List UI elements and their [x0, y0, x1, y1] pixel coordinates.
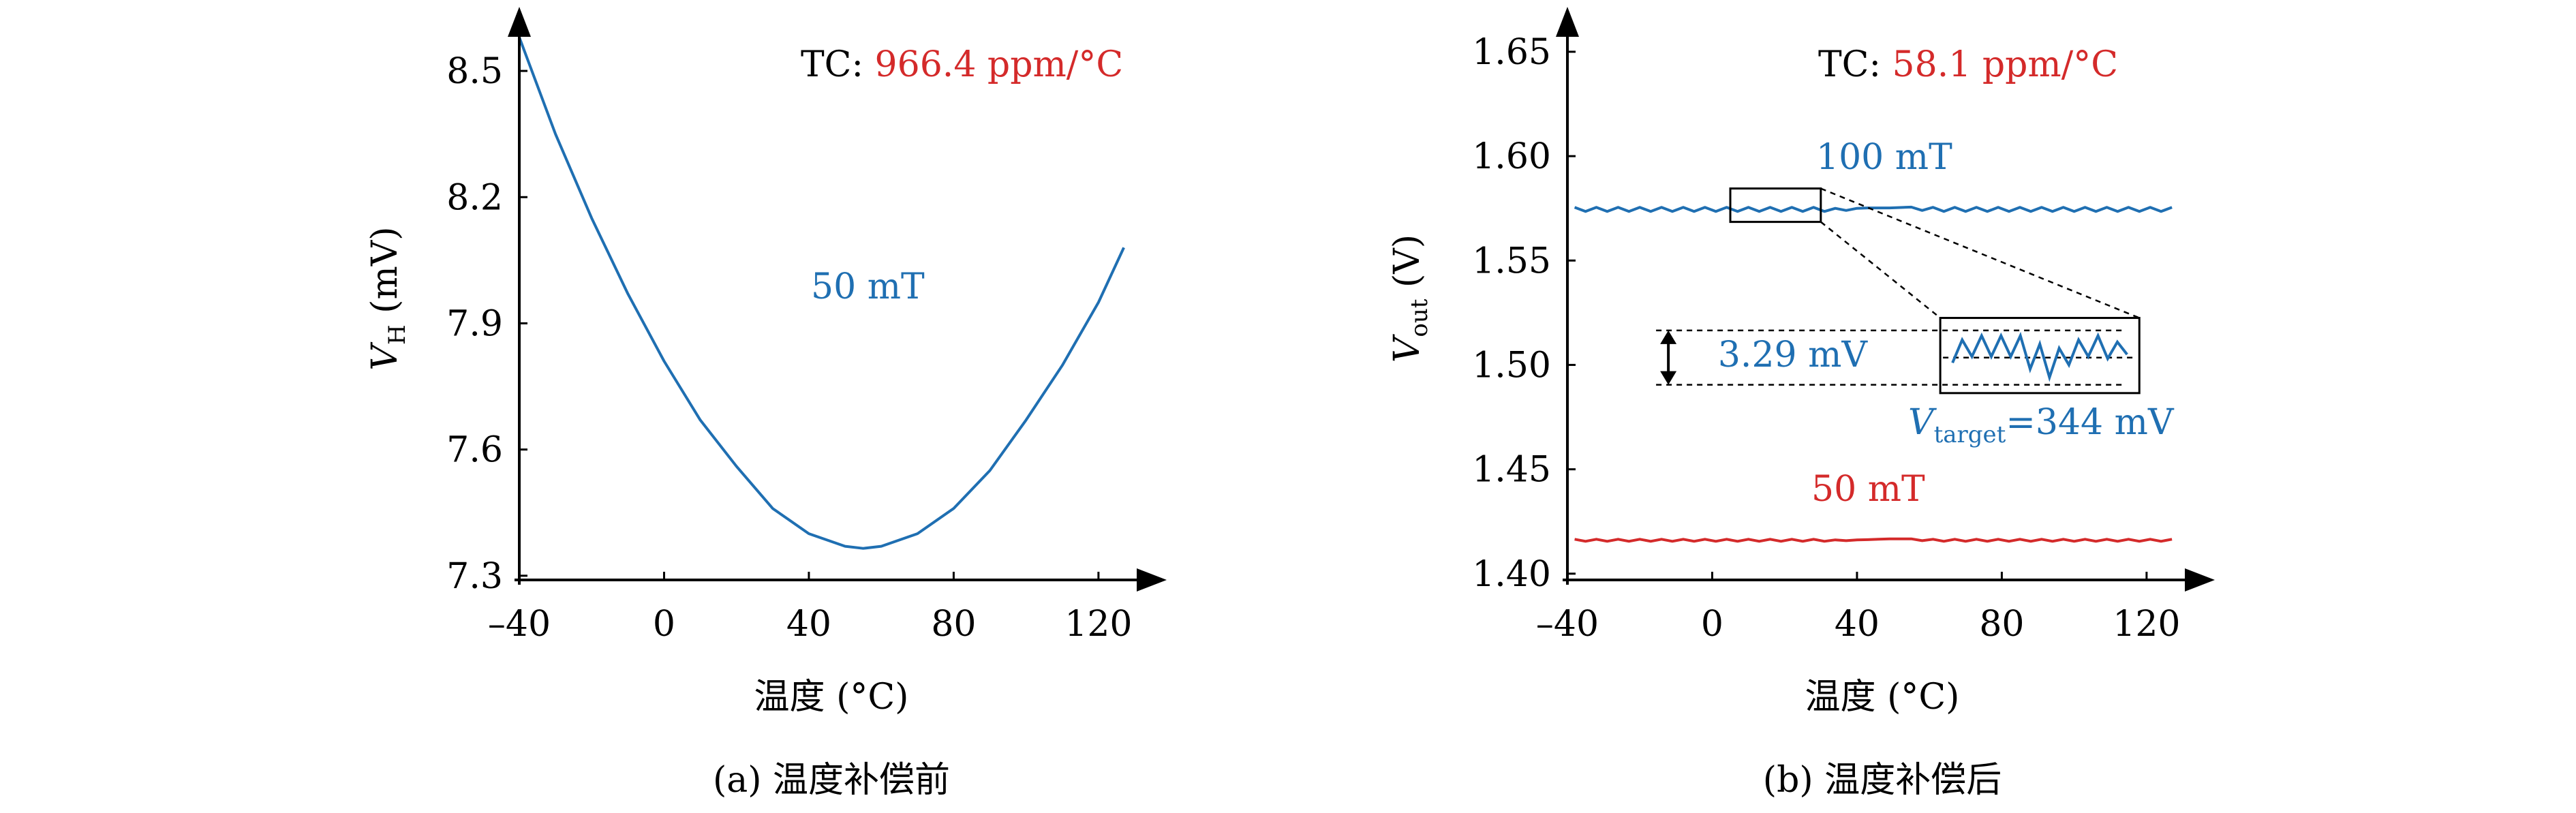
a-x-tick-label: 40 — [786, 604, 831, 645]
b-x-axis-arrow — [2185, 568, 2215, 592]
b-zoom-waveform — [1951, 331, 2128, 382]
b-y-tick-label: 1.50 — [1472, 345, 1551, 386]
b-series-line-1 — [1574, 537, 2173, 543]
b-target-label: Vtarget=344 mV — [1908, 402, 2175, 448]
a-y-tick-label: 7.3 — [446, 556, 503, 597]
a-series-label-50mt: 50 mT — [811, 266, 925, 307]
b-ripple-arrow-head-up — [1660, 330, 1677, 344]
b-x-axis-label: 温度 (°C) — [1805, 677, 1960, 718]
a-x-axis-arrow — [1137, 568, 1167, 592]
a-tc-label: TC: 966.4 ppm/°C — [801, 44, 1123, 85]
a-x-axis-label: 温度 (°C) — [754, 677, 909, 718]
b-y-tick-label: 1.40 — [1472, 554, 1551, 595]
a-y-tick-label: 8.5 — [446, 51, 503, 92]
a-y-tick-label: 8.2 — [446, 177, 503, 218]
b-y-tick-label: 1.65 — [1472, 32, 1551, 73]
a-x-tick-label: 80 — [931, 604, 976, 645]
a-y-axis-label: VH (mV) — [365, 226, 411, 370]
a-series-line-0 — [518, 36, 1125, 550]
b-y-tick-label: 1.60 — [1472, 136, 1551, 177]
b-zoom-connector-top — [1820, 187, 2140, 319]
b-series-label-50mt: 50 mT — [1811, 469, 1925, 510]
b-tc-label: TC: 58.1 ppm/°C — [1818, 44, 2118, 85]
b-x-tick-label: 120 — [2113, 604, 2180, 645]
b-x-tick-label: 0 — [1701, 604, 1723, 645]
a-x-tick-label: –40 — [488, 604, 551, 645]
b-ripple-label: 3.29 mV — [1718, 335, 1869, 375]
b-zoom-connector-bottom — [1820, 221, 1941, 319]
panel-a-chart: –40 0 40 80 120 7.3 7.6 7.9 8.2 8.5 VH (mV) 温度 (… — [365, 7, 1167, 801]
b-zoom-source-box — [1729, 187, 1822, 224]
b-y-axis-label: Vout (V) — [1387, 234, 1433, 363]
panel-b-chart: –40 0 40 80 120 1.40 1.45 1.50 1.55 1.60 1.65 Vou… — [1387, 7, 2215, 801]
b-x-tick-label: –40 — [1536, 604, 1599, 645]
b-caption: (b) 温度补偿后 — [1763, 760, 2002, 801]
a-x-tick-label: 120 — [1064, 604, 1132, 645]
b-x-tick-label: 40 — [1835, 604, 1880, 645]
a-y-tick-label: 7.6 — [446, 430, 503, 471]
b-y-axis-arrow — [1556, 7, 1579, 37]
b-series-label-100mt: 100 mT — [1816, 137, 1952, 178]
b-x-tick-label: 80 — [1979, 604, 2024, 645]
b-y-tick-label: 1.55 — [1472, 241, 1551, 281]
a-caption: (a) 温度补偿前 — [713, 760, 950, 801]
a-x-tick-label: 0 — [653, 604, 675, 645]
a-y-axis-arrow — [508, 7, 531, 37]
b-ripple-arrow-head-down — [1660, 371, 1677, 385]
b-y-tick-label: 1.45 — [1472, 450, 1551, 491]
a-y-tick-label: 7.9 — [446, 303, 503, 344]
b-series-line-0 — [1574, 205, 2173, 213]
